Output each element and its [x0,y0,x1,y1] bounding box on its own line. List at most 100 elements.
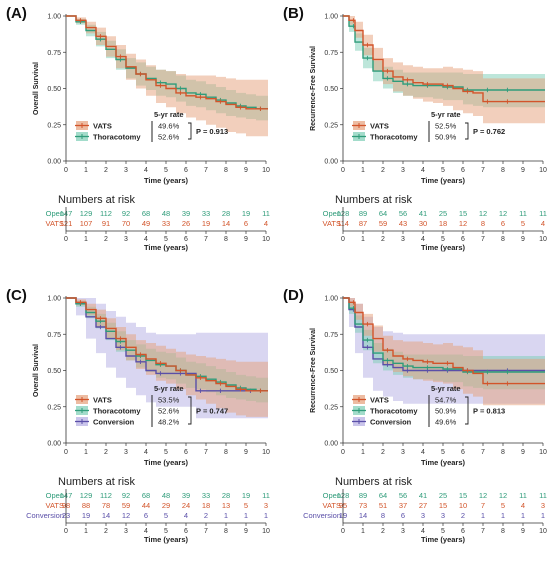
risk-count: 15 [439,501,447,510]
rate-header: 5-yr rate [154,110,184,119]
y-tick-label: 1.00 [324,296,338,303]
legend-label: Thoracotomy [93,133,141,142]
x-tick-label: 7 [481,167,485,174]
risk-count: 89 [359,491,367,500]
risk-count: 5 [164,511,168,520]
legend-label: VATS [93,122,112,131]
five-year-rate: 52.5% [435,122,457,131]
y-tick-label: 1.00 [47,14,61,21]
risk-count: 11 [539,491,547,500]
risk-count: 15 [459,209,467,218]
risk-count: 33 [202,209,210,218]
risk-count: 24 [182,501,190,510]
risk-count: 3 [264,501,268,510]
risk-count: 27 [419,501,427,510]
risk-count: 49 [142,219,150,228]
p-value: P = 0.913 [196,127,228,136]
risk-count: 8 [481,219,485,228]
legend-label: Conversion [93,418,135,427]
legend-label: VATS [370,396,389,405]
risk-x-tick-label: 8 [501,528,505,535]
x-tick-label: 2 [381,167,385,174]
risk-count: 48 [162,209,170,218]
plot-area [343,297,545,406]
risk-x-tick-label: 3 [401,236,405,243]
risk-x-tick-label: 1 [361,236,365,243]
risk-x-tick-label: 5 [441,236,445,243]
x-tick-label: 1 [361,449,365,456]
risk-count: 129 [80,209,93,218]
risk-count: 39 [182,209,190,218]
chart-panel-2: (B) Recurrence-Free Survival 0.00 0.25 0.50 0… [283,5,547,252]
panel-label: (A) [6,5,27,22]
risk-x-axis-label: Time (years) [144,243,189,252]
risk-x-tick-label: 5 [164,236,168,243]
risk-count: 112 [100,491,112,500]
x-tick-label: 6 [184,449,188,456]
km-curve-thoracotomy [66,15,268,110]
risk-count: 11 [539,209,547,218]
risk-count: 12 [479,491,487,500]
five-year-rate: 52.6% [158,133,180,142]
risk-count: 91 [102,219,110,228]
risk-count: 18 [439,219,447,228]
x-tick-label: 10 [539,167,547,174]
risk-count: 56 [399,209,407,218]
risk-count: 1 [224,511,228,520]
risk-x-tick-label: 2 [104,236,108,243]
risk-count: 37 [399,501,407,510]
risk-x-tick-label: 4 [421,236,425,243]
x-tick-label: 8 [501,449,505,456]
five-year-rate: 50.9% [435,407,457,416]
risk-count: 51 [379,501,387,510]
risk-x-tick-label: 10 [262,236,270,243]
legend-label: VATS [370,122,389,131]
risk-count: 68 [142,209,150,218]
x-tick-label: 2 [104,167,108,174]
x-axis-label: Time (years) [144,176,189,185]
risk-row-label: Conversion [26,511,64,520]
comparison-bracket [188,396,192,425]
risk-count: 4 [264,219,268,228]
risk-count: 59 [122,501,130,510]
y-tick-label: 0.50 [324,86,338,93]
risk-count: 73 [359,501,367,510]
risk-count: 64 [379,491,387,500]
risk-count: 89 [359,209,367,218]
risk-count: 11 [262,491,270,500]
y-tick-label: 0.25 [47,404,61,411]
x-tick-label: 7 [481,449,485,456]
y-tick-label: 0.00 [47,441,61,448]
x-tick-label: 0 [341,167,345,174]
x-tick-label: 1 [84,167,88,174]
five-year-rate: 49.6% [435,418,457,427]
risk-count: 1 [244,511,248,520]
risk-x-tick-label: 9 [521,528,525,535]
risk-x-tick-label: 6 [184,236,188,243]
risk-count: 88 [82,501,90,510]
risk-count: 6 [401,511,405,520]
x-tick-label: 7 [204,449,208,456]
risk-count: 5 [501,501,505,510]
y-tick-label: 0.00 [324,159,338,166]
risk-count: 10 [459,501,467,510]
risk-x-tick-label: 3 [124,236,128,243]
risk-count: 56 [399,491,407,500]
x-tick-label: 4 [421,167,425,174]
risk-table-title: Numbers at risk [335,476,413,488]
km-curve-vats [343,15,545,103]
risk-count: 12 [122,511,130,520]
ci-band-vats [343,16,545,124]
chart-panel-4: (D) Recurrence-Free Survival 0.00 0.25 0.50 0… [283,287,547,544]
x-tick-label: 3 [124,167,128,174]
risk-x-tick-label: 5 [441,528,445,535]
risk-count: 129 [80,491,93,500]
risk-count: 43 [399,219,407,228]
y-tick-label: 0.25 [324,404,338,411]
legend-label: Thoracotomy [93,407,141,416]
rate-header: 5-yr rate [431,384,461,393]
risk-table-title: Numbers at risk [58,194,136,206]
risk-count: 112 [100,209,112,218]
five-year-rate: 52.6% [158,407,180,416]
